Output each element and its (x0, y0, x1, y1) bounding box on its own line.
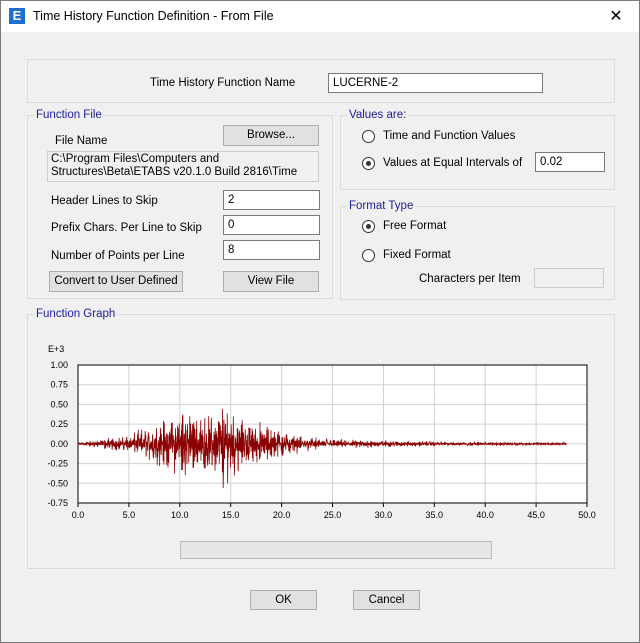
points-per-line-input[interactable]: 8 (223, 240, 320, 260)
points-per-line-label: Number of Points per Line (51, 250, 185, 262)
etabs-app-icon: E (9, 8, 25, 24)
values-are-legend: Values are: (347, 109, 409, 121)
free-format-radio[interactable] (362, 220, 375, 233)
file-path-display: C:\Program Files\Computers and Structure… (47, 151, 319, 182)
time-and-function-radio[interactable] (362, 130, 375, 143)
progress-bar (180, 541, 492, 559)
x-tick-label: 20.0 (273, 510, 291, 520)
x-tick-label: 40.0 (476, 510, 494, 520)
x-tick-label: 30.0 (375, 510, 393, 520)
fixed-format-label: Fixed Format (383, 249, 451, 261)
close-icon[interactable]: ✕ (609, 8, 623, 25)
chars-per-item-input[interactable] (534, 268, 604, 288)
y-tick-label: 0.75 (50, 380, 68, 390)
format-type-group: Format Type Free Format Fixed Format Cha… (340, 200, 615, 300)
prefix-chars-label: Prefix Chars. Per Line to Skip (51, 222, 202, 234)
free-format-label: Free Format (383, 220, 447, 232)
y-tick-label: -0.50 (47, 478, 68, 488)
convert-to-user-defined-button[interactable]: Convert to User Defined (49, 271, 183, 292)
x-tick-label: 15.0 (222, 510, 240, 520)
x-tick-label: 0.0 (72, 510, 85, 520)
y-tick-label: -0.25 (47, 459, 68, 469)
header-lines-input[interactable]: 2 (223, 190, 320, 210)
x-tick-label: 25.0 (324, 510, 342, 520)
chars-per-item-label: Characters per Item (419, 273, 521, 285)
function-file-group: Function File File Name Browse... C:\Pro… (27, 109, 333, 299)
header-lines-label: Header Lines to Skip (51, 195, 158, 207)
function-graph-group: Function Graph 1.00 0.75 0.50 0.25 0.00 -0.25… (27, 308, 615, 569)
format-type-legend: Format Type (347, 200, 416, 212)
ok-button[interactable]: OK (250, 590, 317, 610)
function-graph-chart: 1.00 0.75 0.50 0.25 0.00 -0.25 -0.50 -0.75 0.0 5.… (47, 344, 596, 520)
x-tick-label: 50.0 (578, 510, 596, 520)
interval-input[interactable]: 0.02 (535, 152, 605, 172)
view-file-button[interactable]: View File (223, 271, 319, 292)
cancel-button[interactable]: Cancel (353, 590, 420, 610)
function-name-input[interactable]: LUCERNE-2 (328, 73, 543, 93)
plot-border (77, 364, 588, 504)
function-name-panel: Time History Function Name LUCERNE-2 (27, 59, 615, 103)
x-tick-label: 45.0 (527, 510, 545, 520)
y-exponent-label: E+3 (48, 344, 64, 354)
y-tick-label: -0.75 (47, 498, 68, 508)
function-graph-legend: Function Graph (34, 308, 118, 320)
y-tick-label: 1.00 (50, 360, 68, 370)
values-are-group: Values are: Time and Function Values Val… (340, 109, 615, 190)
fixed-format-radio[interactable] (362, 249, 375, 262)
function-file-legend: Function File (34, 109, 104, 121)
y-tick-label: 0.25 (50, 419, 68, 429)
x-tick-label: 35.0 (426, 510, 444, 520)
equal-intervals-label: Values at Equal Intervals of (383, 157, 523, 169)
function-series-line (77, 408, 567, 488)
title-bar: E Time History Function Definition - Fro… (1, 1, 639, 32)
file-name-label: File Name (55, 135, 108, 147)
browse-button[interactable]: Browse... (223, 125, 319, 146)
time-and-function-label: Time and Function Values (383, 130, 516, 142)
x-tick-label: 5.0 (123, 510, 136, 520)
function-name-label: Time History Function Name (150, 77, 296, 89)
x-tick-label: 10.0 (171, 510, 189, 520)
y-tick-label: 0.00 (50, 439, 68, 449)
window-title: Time History Function Definition - From … (33, 9, 274, 23)
prefix-chars-input[interactable]: 0 (223, 215, 320, 235)
y-tick-label: 0.50 (50, 399, 68, 409)
equal-intervals-radio[interactable] (362, 157, 375, 170)
